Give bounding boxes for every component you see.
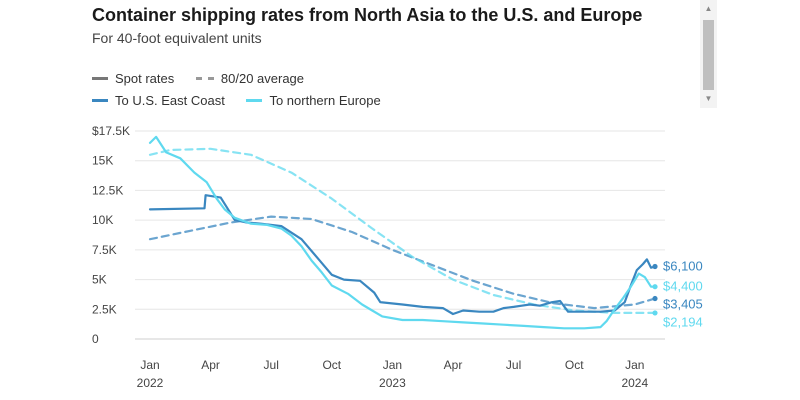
scrollbar-thumb[interactable]	[703, 20, 714, 90]
end-value-label-3: $2,194	[663, 315, 703, 330]
series-end-point-3	[652, 284, 658, 290]
legend-swatch-dashed	[195, 77, 214, 80]
x-tick-label-8: Jan	[625, 358, 644, 372]
y-tick-label-3: 7.5K	[92, 243, 117, 257]
scrollbar[interactable]: ▲ ▼	[700, 0, 717, 108]
legend-item-spot-rates: Spot rates	[92, 71, 174, 86]
chart-subtitle: For 40-foot equivalent units	[92, 30, 262, 46]
chart-title: Container shipping rates from North Asia…	[92, 5, 643, 25]
y-tick-label-2: 5K	[92, 273, 107, 287]
x-tick-label-0: Jan	[140, 358, 159, 372]
series-line-3	[148, 135, 657, 330]
x-year-label-8: 2024	[621, 376, 648, 390]
series-line-2	[148, 194, 657, 316]
legend-label-80-20-average: 80/20 average	[220, 71, 305, 86]
legend-item-us-east-coast: To U.S. East Coast	[92, 93, 225, 108]
up-arrow-icon[interactable]: ▲	[704, 4, 713, 13]
x-tick-label-4: Jan	[383, 358, 402, 372]
legend-label-spot-rates: Spot rates	[115, 71, 175, 86]
legend-label-northern-europe: To northern Europe	[269, 93, 381, 108]
series-line-0	[148, 215, 657, 310]
y-tick-label-6: 15K	[92, 154, 113, 168]
x-year-label-4: 2023	[379, 376, 406, 390]
down-arrow-icon[interactable]: ▼	[704, 94, 713, 103]
x-tick-label-5: Apr	[444, 358, 463, 372]
legend-style-row: Spot rates 80/20 average	[92, 68, 322, 86]
y-tick-label-1: 2.5K	[92, 302, 117, 316]
legend-item-80-20-average: 80/20 average	[195, 71, 305, 86]
legend-item-northern-europe: To northern Europe	[246, 93, 381, 108]
y-tick-label-5: 12.5K	[92, 183, 123, 197]
x-tick-label-3: Oct	[322, 358, 341, 372]
legend-swatch-dark-blue	[92, 99, 108, 102]
series-end-point-1	[652, 310, 658, 316]
x-tick-label-1: Apr	[201, 358, 220, 372]
end-value-label-1: $4,400	[663, 279, 703, 294]
x-tick-label-7: Oct	[565, 358, 584, 372]
end-value-label-0: $6,100	[663, 258, 703, 273]
x-tick-label-2: Jul	[264, 358, 279, 372]
legend-color-row: To U.S. East Coast To northern Europe	[92, 90, 399, 108]
legend-swatch-light-blue	[246, 99, 263, 102]
legend-label-us-east-coast: To U.S. East Coast	[115, 93, 225, 108]
y-tick-label-7: $17.5K	[92, 124, 130, 138]
y-tick-label-0: 0	[92, 332, 99, 346]
series-end-point-0	[652, 295, 658, 302]
x-year-label-0: 2022	[137, 376, 164, 390]
series-line-1	[148, 147, 657, 314]
x-tick-label-6: Jul	[506, 358, 521, 372]
series-end-point-2	[652, 263, 658, 270]
y-tick-label-4: 10K	[92, 213, 113, 227]
end-value-label-2: $3,405	[663, 297, 703, 312]
legend-swatch-solid	[92, 77, 108, 80]
